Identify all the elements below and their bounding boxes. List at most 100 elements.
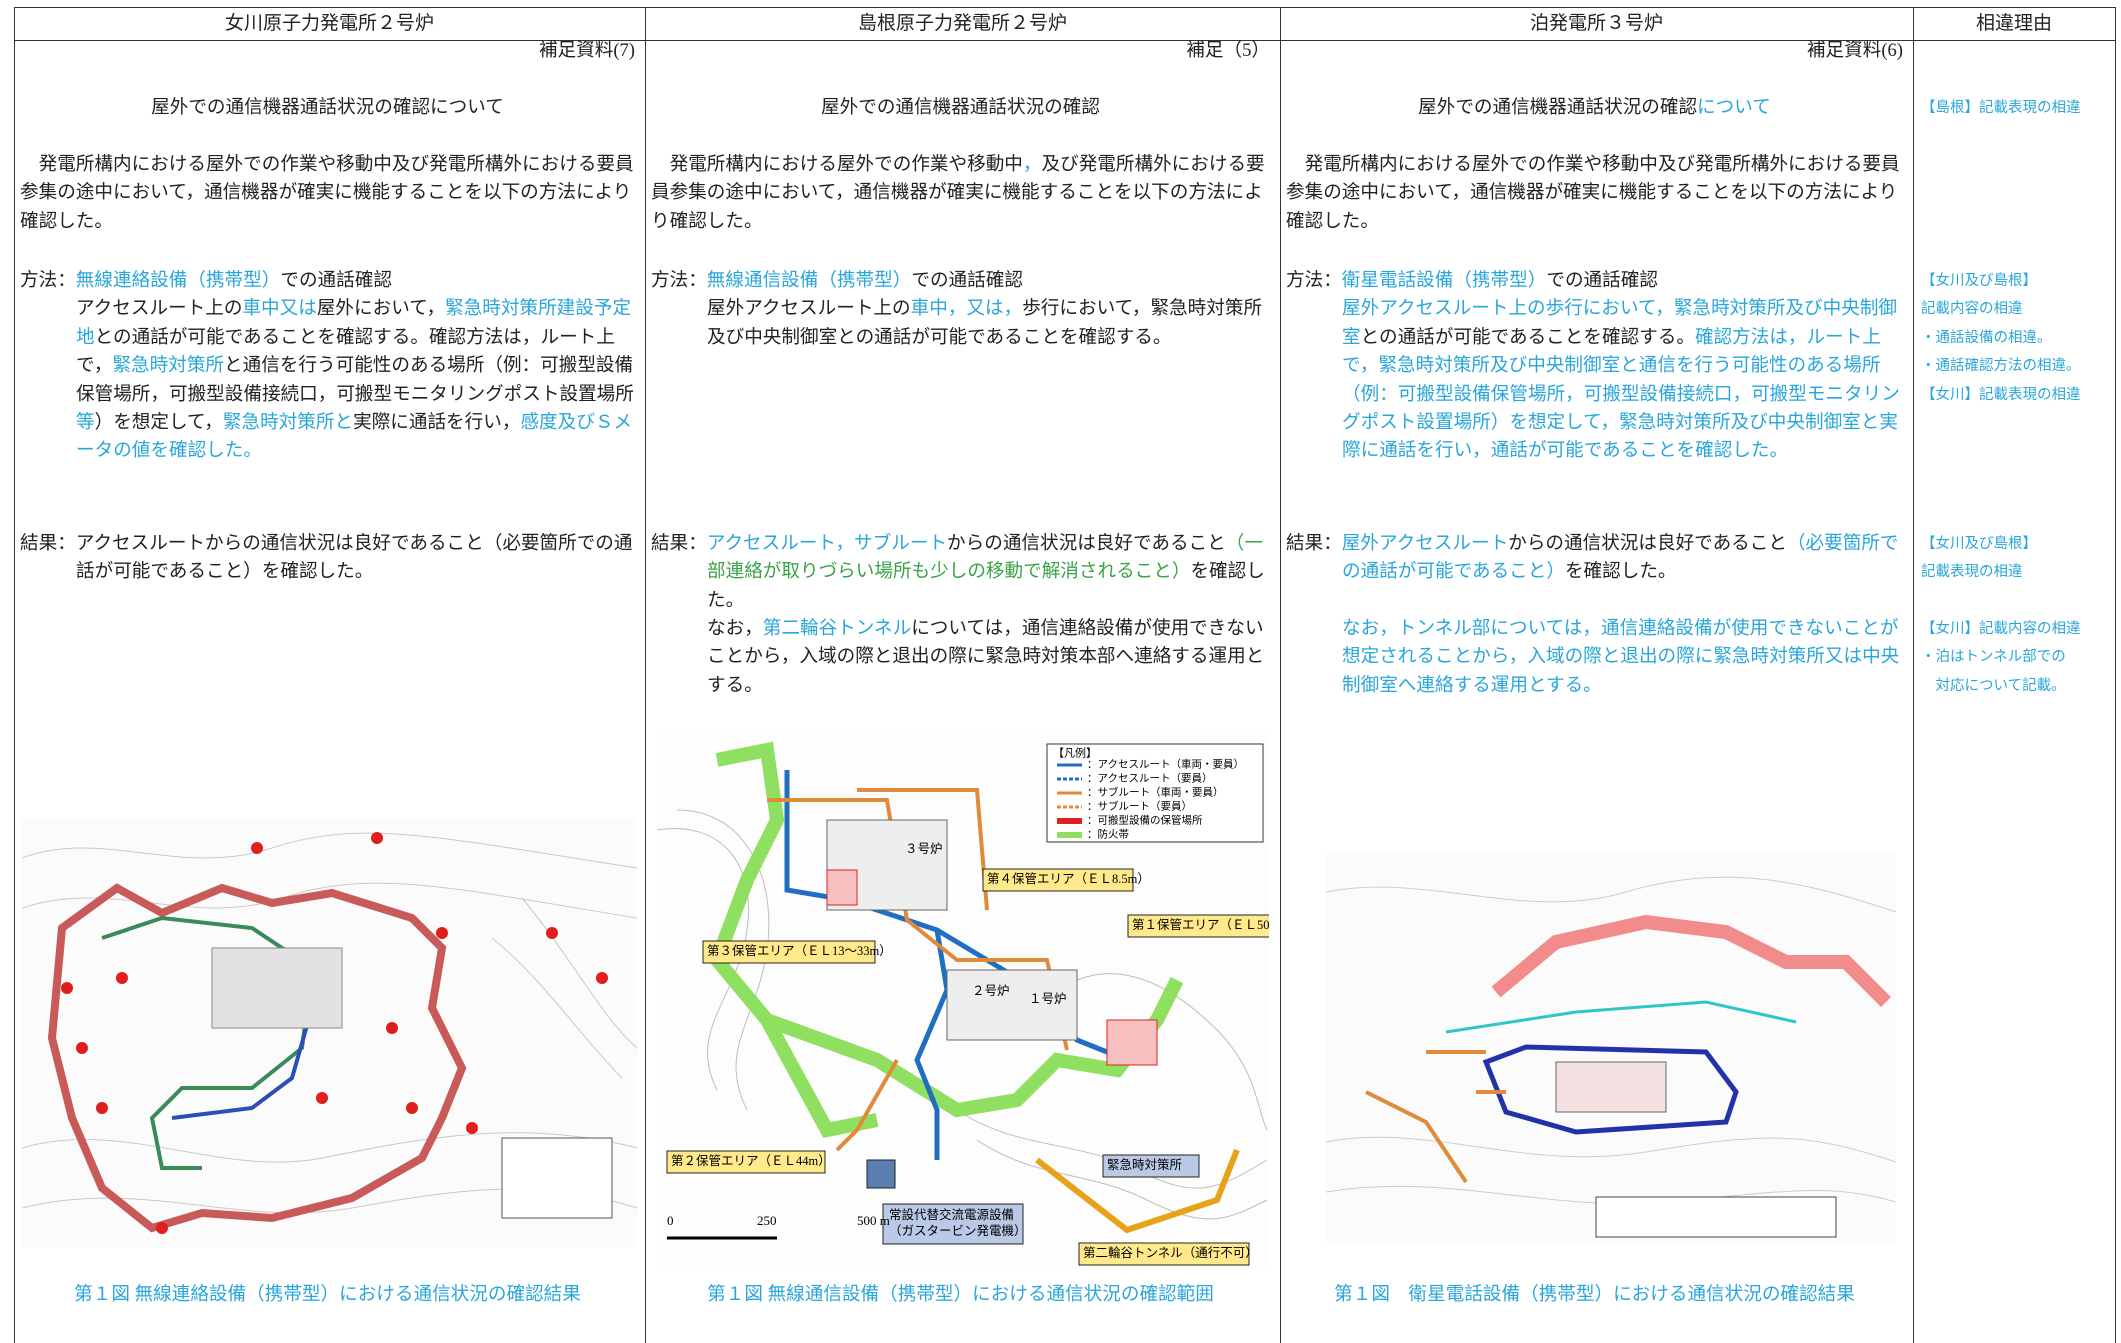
result-label: 結果： bbox=[20, 533, 76, 554]
method-body: 屋外アクセスルート上の車中，又は，歩行において，緊急時対策所及び中央制御室との通… bbox=[651, 295, 1270, 352]
column-rule bbox=[14, 7, 15, 1343]
column-rule bbox=[1913, 7, 1914, 1343]
method: 方法：無線通信設備（携帯型）での通話確認 屋外アクセスルート上の車中，又は，歩行に… bbox=[651, 267, 1270, 352]
reason-note: 【女川及び島根】 記載内容の相違 ・通話設備の相違。 ・通話確認方法の相違。 【女川】記… bbox=[1921, 267, 2111, 409]
text-run: （必要箇所での通話が可能であること） bbox=[1342, 533, 1899, 583]
scale-label: 250 bbox=[757, 1213, 777, 1228]
reason-line: 記載表現の相違 bbox=[1921, 564, 2023, 581]
text-run: を確認した。 bbox=[1564, 561, 1677, 583]
text-run: ， bbox=[1022, 154, 1042, 175]
text-run: アクセスルートからの通信状況は良好であること（必要箇所での通話が可能であること）… bbox=[75, 533, 633, 583]
reason-line: 【女川】記載表現の相違 bbox=[1921, 386, 2081, 403]
text-run: 確認方法は，ルート上で，緊急時対策所及び中央制御室と通信を行う可能性のある場所（… bbox=[1342, 326, 1900, 462]
legend-box bbox=[1595, 1196, 1837, 1238]
table-border bbox=[14, 7, 2115, 8]
map-label: 第４保管エリア（ＥＬ8.5m） bbox=[987, 871, 1150, 886]
route bbox=[171, 1007, 314, 1120]
column-rule bbox=[645, 7, 646, 1343]
text-run: 無線通信設備（携帯型） bbox=[706, 270, 912, 291]
text-run: での通話確認 bbox=[280, 270, 392, 291]
sub-route bbox=[1365, 1050, 1506, 1184]
header-rule bbox=[14, 40, 2115, 41]
text-run: 屋外での通信機器通話状況の確認 bbox=[821, 97, 1100, 118]
result: 結果：アクセスルートからの通信状況は良好であること（必要箇所での通話が可能である… bbox=[20, 530, 635, 587]
reference-label: 補足資料(6) bbox=[1806, 40, 1903, 61]
route bbox=[1482, 1044, 1739, 1135]
text-run: 第１図 無線連絡設備（携帯型）における通信状況の確認結果 bbox=[74, 1284, 581, 1305]
storage-area bbox=[1106, 1019, 1158, 1066]
firebreak bbox=[709, 741, 1184, 1118]
map-label: 第３保管エリア（ＥＬ13～33m） bbox=[707, 943, 892, 958]
reason-line: ・泊はトンネル部での bbox=[1921, 649, 2066, 666]
site-map: 【凡例】：アクセスルート（車両・要員） ：アクセスルート（要員）：サブルート（車両… bbox=[657, 730, 1269, 1270]
text-run: 第１図 衛星電話設備（携帯型）における通信状況の確認結果 bbox=[1334, 1284, 1855, 1305]
text-run: 屋外での通信機器通話状況の確認 bbox=[1418, 97, 1698, 118]
map-label: 第２保管エリア（ＥＬ44m） bbox=[671, 1153, 831, 1168]
text-run: アクセスルート，サブルート bbox=[706, 533, 948, 554]
text-run: 等 bbox=[76, 412, 95, 434]
tunnel-route bbox=[1035, 1148, 1240, 1234]
text-run: 車中，又は， bbox=[910, 298, 1023, 320]
figure-caption: 第１図 無線通信設備（携帯型）における通信状況の確認範囲 bbox=[651, 1281, 1270, 1309]
text-run: 緊急時対策所と bbox=[222, 412, 354, 434]
section-title: 屋外での通信機器通話状況の確認 bbox=[651, 94, 1270, 122]
column-header: 女川原子力発電所２号炉 bbox=[224, 13, 434, 34]
label-box bbox=[666, 1150, 826, 1174]
text-run: 屋外アクセスルート上の歩行において，緊急時対策所及び中央制御室 bbox=[1342, 298, 1898, 348]
intro-paragraph: 発電所構内における屋外での作業や移動中及び発電所構外における要員参集の途中におい… bbox=[20, 151, 635, 236]
section-title: 屋外での通信機器通話状況の確認について bbox=[20, 94, 635, 122]
route bbox=[101, 915, 315, 1170]
building-area bbox=[211, 947, 343, 1029]
text-run: 発電所構内における屋外での作業や移動中及び発電所構外における要員参集の途中におい… bbox=[20, 154, 634, 232]
reason-line: ・通話確認方法の相違。 bbox=[1921, 358, 2081, 375]
method-heading: 方法：無線連絡設備（携帯型）での通話確認 bbox=[20, 267, 635, 295]
legend-entry: ：アクセスルート（要員） bbox=[1087, 772, 1212, 784]
map-label: 常設代替交流電源設備 bbox=[889, 1207, 1014, 1222]
text-run: アクセスルート上の bbox=[76, 298, 243, 320]
method: 方法：無線連絡設備（携帯型）での通話確認 アクセスルート上の車中又は屋外において，… bbox=[20, 267, 635, 466]
text-run: について bbox=[1697, 97, 1771, 118]
legend-entry: ：防火帯 bbox=[1087, 827, 1129, 840]
legend-entry: ：サブルート（車両・要員） bbox=[1087, 785, 1224, 798]
text-run: 発電所構内における屋外での作業や移動中及び発電所構外における要員参集の途中におい… bbox=[1286, 154, 1900, 232]
reference-label: 補足（5） bbox=[1186, 40, 1270, 61]
map-label: １号炉 bbox=[1029, 992, 1067, 1006]
route bbox=[1445, 1000, 1797, 1034]
legend-entry: ：可搬型設備の保管場所 bbox=[1087, 813, 1203, 826]
method: 方法：衛星電話設備（携帯型）での通話確認屋外アクセスルート上の歩行において，緊急… bbox=[1286, 267, 1903, 466]
contours bbox=[22, 832, 637, 1214]
result-label: 結果： bbox=[651, 533, 707, 554]
note: なお，トンネル部については，通信連絡設備が使用できないことが想定されることから，… bbox=[1286, 615, 1903, 700]
method-label: 方法： bbox=[651, 270, 707, 291]
result-label: 結果： bbox=[1286, 533, 1342, 554]
storage-area bbox=[826, 869, 858, 906]
method-label: 方法： bbox=[20, 270, 76, 291]
method-label: 方法： bbox=[1286, 270, 1342, 291]
tunnel-band bbox=[1491, 914, 1891, 1007]
text-run: 緊急時対策所 bbox=[112, 355, 225, 377]
reason-note: 【島根】記載表現の相違 bbox=[1921, 94, 2111, 122]
label-box bbox=[1127, 914, 1269, 938]
text-run: での通話確認 bbox=[911, 270, 1023, 291]
method-heading: 方法：衛星電話設備（携帯型）での通話確認 bbox=[1286, 267, 1903, 295]
legend-keys bbox=[1057, 763, 1082, 838]
method-body: アクセスルート上の車中又は屋外において，緊急時対策所建設予定地との通話が可能であ… bbox=[20, 295, 635, 465]
label-box bbox=[1102, 1154, 1200, 1178]
label-box bbox=[882, 1203, 1024, 1245]
column: 補足資料(7) 屋外での通信機器通話状況の確認について 発電所構内における屋外での作… bbox=[14, 0, 645, 1343]
text-run: 無線連絡設備（携帯型） bbox=[75, 270, 281, 291]
generator-site bbox=[866, 1159, 896, 1189]
text-run: 歩行において，緊急時対策所及び中央制御室との通話が可能であることを確認する。 bbox=[707, 298, 1263, 348]
result: 結果：アクセスルート，サブルートからの通信状況は良好であること（一部連絡が取りづ… bbox=[651, 530, 1270, 615]
text-run: 屋外アクセスルート上の bbox=[707, 298, 911, 320]
text-run: （一部連絡が取りづらい場所も少しの移動で解消されること） bbox=[707, 533, 1263, 583]
text-run: については，通信連絡設備が使用できないことから，入域の際と退出の際に緊急時対策本… bbox=[707, 618, 1265, 696]
text-run: ）を想定して， bbox=[94, 412, 223, 434]
column-header: 島根原子力発電所２号炉 bbox=[857, 13, 1067, 34]
text-run: 車中又は bbox=[242, 298, 317, 320]
text-run: 屋外アクセスルート bbox=[1341, 533, 1509, 554]
text-run: と通信を行う可能性のある場所（例：可搬型設備保管場所，可搬型設備接続口，可搬型モ… bbox=[76, 355, 634, 405]
text-run: 第二輪谷トンネル bbox=[762, 618, 912, 639]
